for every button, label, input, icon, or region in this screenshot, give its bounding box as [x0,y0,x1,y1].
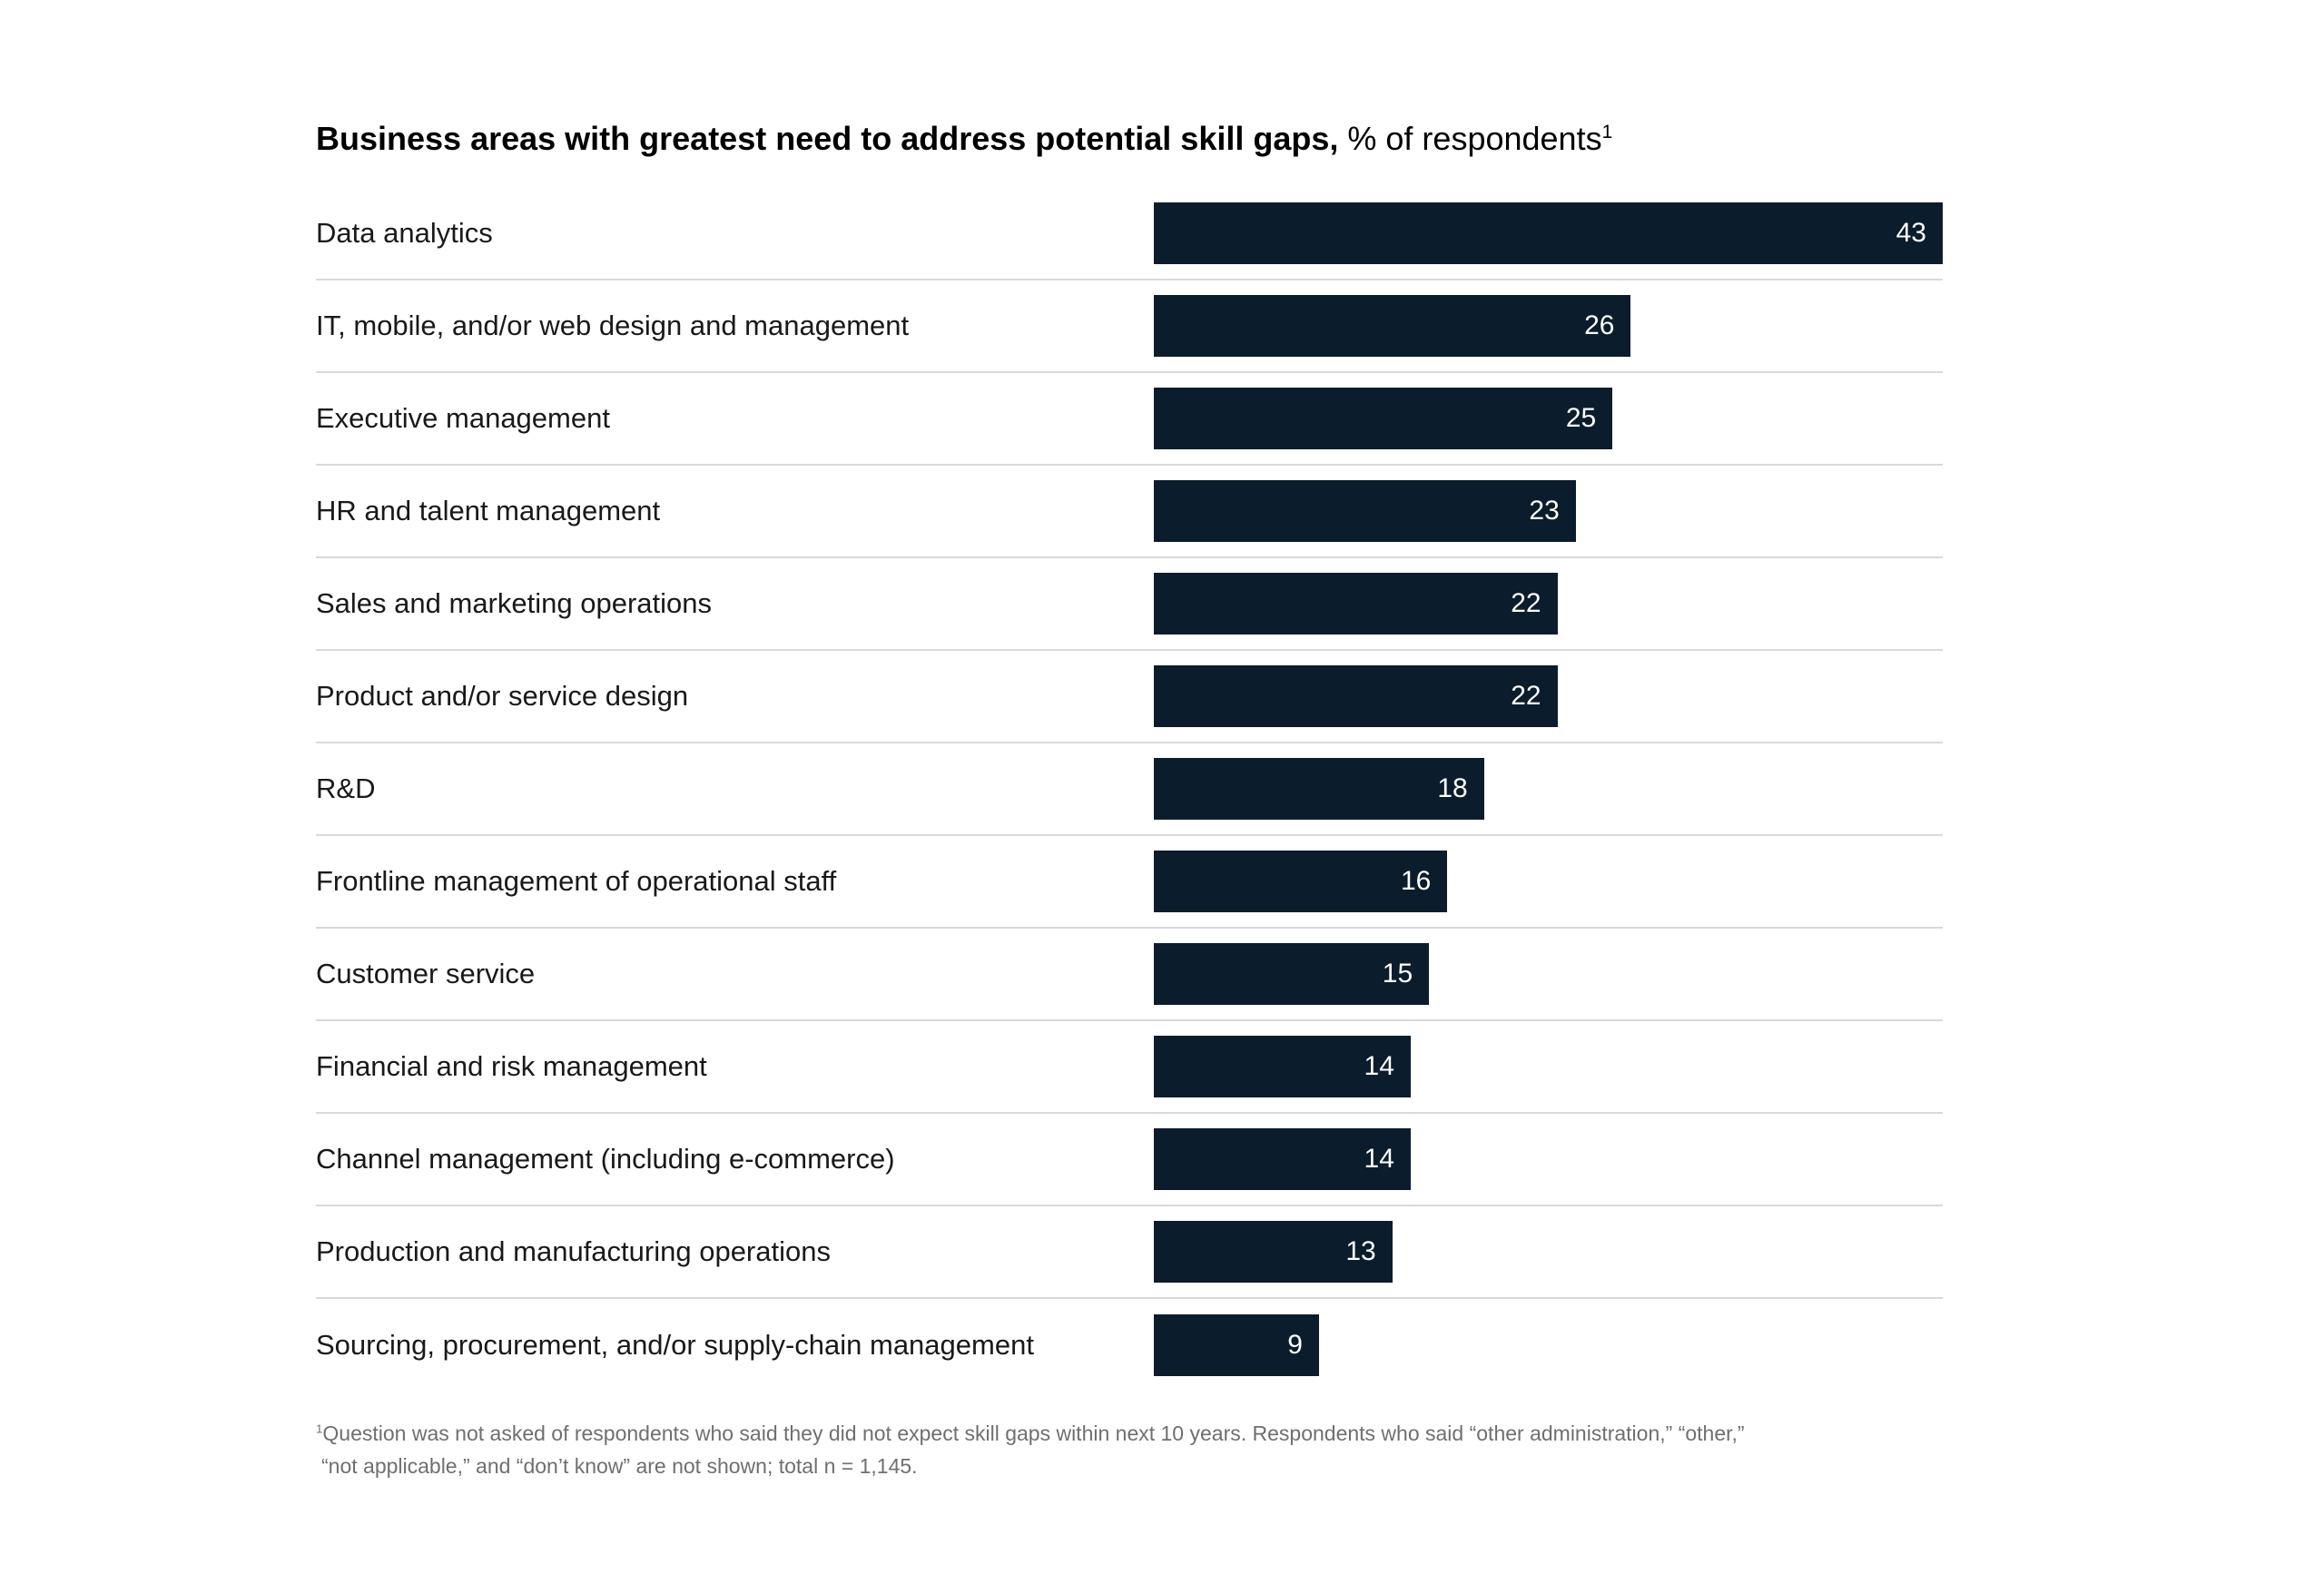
chart-row: HR and talent management 23 [316,466,1943,558]
bar-chart: Data analytics 43 IT, mobile, and/or web d… [316,188,1943,1392]
value-label: 25 [1565,403,1597,433]
bar: 22 [1154,573,1558,635]
bar-track: 14 [1154,1128,1943,1190]
bar: 16 [1154,851,1448,912]
chart-row: Executive management 25 [316,373,1943,466]
bar-track: 43 [1154,202,1943,264]
chart-row: Sales and marketing operations 22 [316,558,1943,651]
chart-row: Frontline management of operational staf… [316,836,1943,929]
bar: 13 [1154,1221,1393,1283]
value-label: 23 [1529,496,1560,526]
bar-track: 23 [1154,480,1943,542]
bar-track: 16 [1154,851,1943,912]
category-label: HR and talent management [316,495,661,526]
bar-track: 25 [1154,388,1943,449]
chart-title-bold: Business areas with greatest need to add… [316,120,1339,157]
value-label: 9 [1287,1330,1303,1360]
bar: 26 [1154,295,1631,357]
bar-track: 9 [1154,1314,1943,1376]
bar-track: 22 [1154,665,1943,727]
category-label: Sourcing, procurement, and/or supply-cha… [316,1329,1034,1361]
footnote-line-1: 1Question was not asked of respondents w… [316,1417,1943,1450]
category-label: Frontline management of operational staf… [316,865,837,897]
chart-row: Product and/or service design 22 [316,651,1943,743]
bar: 22 [1154,665,1558,727]
footnote-line-2: “not applicable,” and “don’t know” are n… [316,1450,1943,1482]
chart-title-unit: % of respondents1 [1347,120,1612,157]
value-label: 18 [1437,773,1468,803]
category-label: Executive management [316,402,610,434]
chart-row: Financial and risk management 14 [316,1021,1943,1114]
bar: 15 [1154,943,1430,1005]
bar: 25 [1154,388,1613,449]
bar: 14 [1154,1128,1411,1190]
footnote-marker-icon: 1 [316,1422,323,1436]
title-footnote-marker-icon: 1 [1601,122,1613,143]
bar-track: 15 [1154,943,1943,1005]
category-label: IT, mobile, and/or web design and manage… [316,310,910,341]
footnote-text-1: Question was not asked of respondents wh… [322,1422,1745,1445]
bar-track: 22 [1154,573,1943,635]
value-label: 43 [1896,218,1926,248]
chart-row: Channel management (including e-commerce… [316,1114,1943,1206]
category-label: Channel management (including e-commerce… [316,1143,895,1175]
category-label: Production and manufacturing operations [316,1235,831,1267]
category-label: Customer service [316,958,536,989]
chart-row: Production and manufacturing operations 1… [316,1206,1943,1299]
bar: 9 [1154,1314,1319,1376]
chart-row: Data analytics 43 [316,188,1943,280]
value-label: 14 [1364,1144,1394,1174]
value-label: 15 [1382,959,1413,989]
chart-row: R&D 18 [316,743,1943,836]
category-label: Financial and risk management [316,1050,707,1082]
bar-track: 18 [1154,758,1943,820]
footnote-text-2: “not applicable,” and “don’t know” are n… [321,1454,918,1478]
bar: 23 [1154,480,1576,542]
value-label: 14 [1364,1051,1394,1081]
bar-track: 13 [1154,1221,1943,1283]
value-label: 22 [1511,681,1541,711]
footnote: 1Question was not asked of respondents w… [316,1417,1943,1482]
bar: 14 [1154,1036,1411,1097]
category-label: R&D [316,772,376,804]
bar-track: 14 [1154,1036,1943,1097]
chart-title: Business areas with greatest need to add… [316,118,1943,160]
bar: 43 [1154,202,1943,264]
bar: 18 [1154,758,1484,820]
value-label: 13 [1345,1236,1376,1266]
chart-title-unit-text: % of respondents [1347,120,1602,157]
chart-row: Customer service 15 [316,929,1943,1021]
category-label: Sales and marketing operations [316,587,712,619]
value-label: 22 [1511,588,1541,618]
category-label: Data analytics [316,217,493,249]
chart-container: Business areas with greatest need to add… [316,0,1943,1482]
value-label: 16 [1400,866,1432,896]
category-label: Product and/or service design [316,680,689,712]
chart-row: IT, mobile, and/or web design and manage… [316,280,1943,373]
bar-track: 26 [1154,295,1943,357]
value-label: 26 [1584,310,1615,340]
chart-row: Sourcing, procurement, and/or supply-cha… [316,1299,1943,1392]
